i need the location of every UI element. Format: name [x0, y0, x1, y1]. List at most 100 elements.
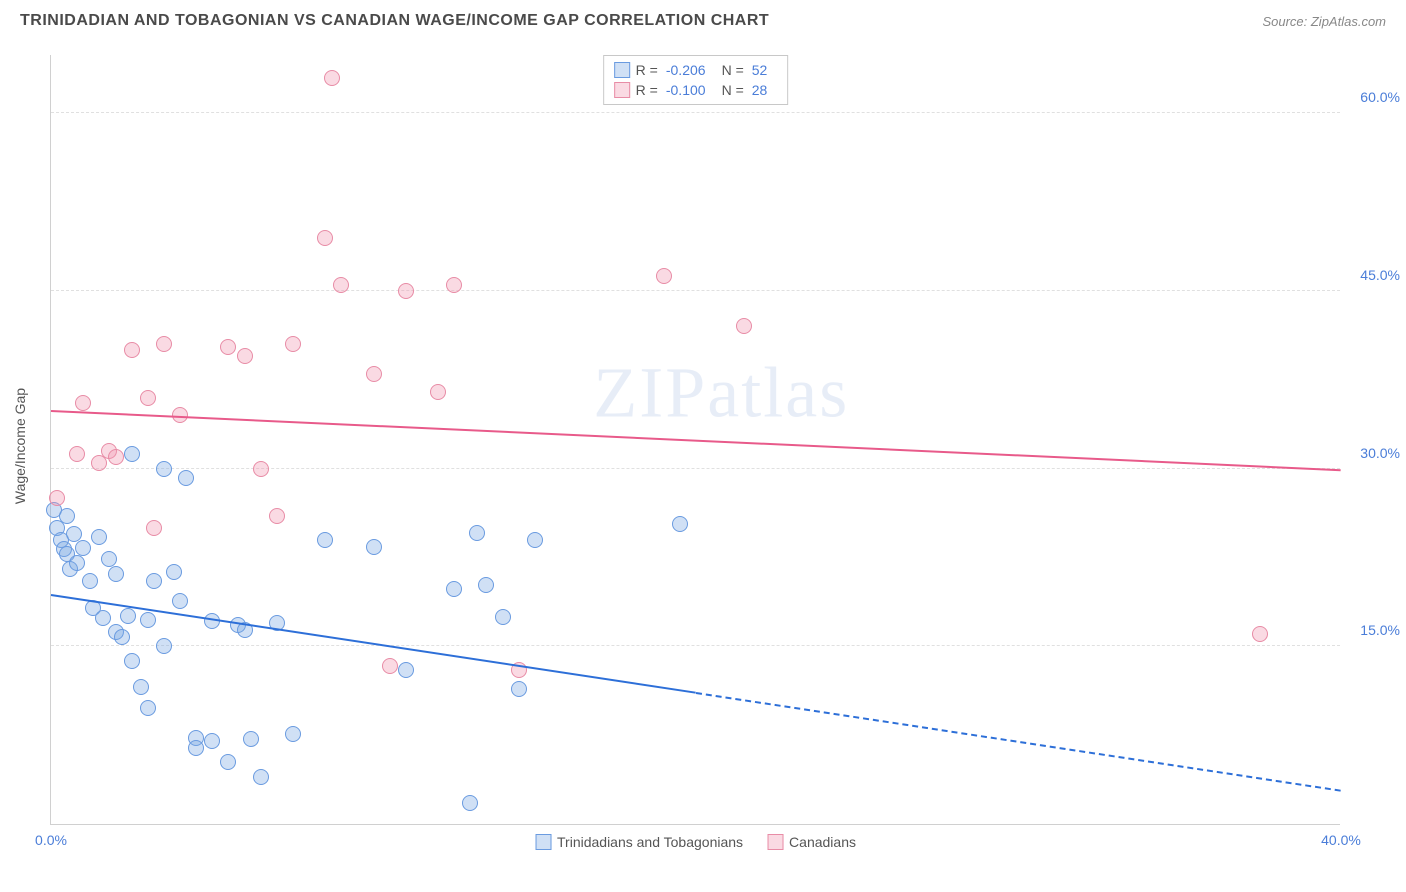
data-point — [166, 564, 182, 580]
y-tick-label: 60.0% — [1360, 89, 1400, 105]
regression-line — [51, 594, 696, 694]
y-tick-label: 45.0% — [1360, 267, 1400, 283]
regression-line — [51, 410, 1341, 471]
gridline — [51, 112, 1340, 113]
data-point — [95, 610, 111, 626]
data-point — [114, 629, 130, 645]
data-point — [124, 446, 140, 462]
data-point — [237, 348, 253, 364]
data-point — [49, 490, 65, 506]
data-point — [317, 230, 333, 246]
data-point — [527, 532, 543, 548]
stat-r-value: -0.100 — [666, 82, 706, 98]
data-point — [124, 653, 140, 669]
data-point — [75, 540, 91, 556]
y-tick-label: 15.0% — [1360, 622, 1400, 638]
gridline — [51, 290, 1340, 291]
data-point — [324, 70, 340, 86]
data-point — [82, 573, 98, 589]
data-point — [204, 733, 220, 749]
chart-source: Source: ZipAtlas.com — [1262, 14, 1386, 29]
series-legend: Trinidadians and Tobagonians Canadians — [535, 834, 856, 850]
legend-swatch — [614, 62, 630, 78]
data-point — [69, 446, 85, 462]
regression-line — [696, 692, 1341, 792]
data-point — [172, 593, 188, 609]
data-point — [253, 461, 269, 477]
data-point — [285, 726, 301, 742]
legend-swatch — [767, 834, 783, 850]
data-point — [366, 366, 382, 382]
stats-legend: R =-0.206N =52R =-0.100N =28 — [603, 55, 789, 105]
stats-legend-row: R = -0.100 N = 28 — [614, 80, 778, 100]
data-point — [269, 508, 285, 524]
data-point — [146, 573, 162, 589]
data-point — [736, 318, 752, 334]
data-point — [156, 638, 172, 654]
chart-title: TRINIDADIAN AND TOBAGONIAN VS CANADIAN W… — [20, 12, 769, 30]
data-point — [91, 529, 107, 545]
data-point — [188, 740, 204, 756]
data-point — [66, 526, 82, 542]
data-point — [672, 516, 688, 532]
data-point — [140, 700, 156, 716]
legend-swatch — [614, 82, 630, 98]
stat-label: N = — [722, 62, 744, 78]
y-tick-label: 30.0% — [1360, 445, 1400, 461]
data-point — [333, 277, 349, 293]
stat-label: N = — [722, 82, 744, 98]
y-axis-label: Wage/Income Gap — [12, 388, 28, 504]
data-point — [398, 283, 414, 299]
data-point — [75, 395, 91, 411]
data-point — [220, 754, 236, 770]
data-point — [220, 339, 236, 355]
data-point — [243, 731, 259, 747]
stat-n-value: 28 — [752, 82, 768, 98]
data-point — [478, 577, 494, 593]
data-point — [398, 662, 414, 678]
data-point — [140, 390, 156, 406]
series-legend-item: Trinidadians and Tobagonians — [535, 834, 743, 850]
data-point — [124, 342, 140, 358]
series-legend-item: Canadians — [767, 834, 856, 850]
data-point — [69, 555, 85, 571]
data-point — [1252, 626, 1268, 642]
data-point — [108, 566, 124, 582]
legend-swatch — [535, 834, 551, 850]
watermark: ZIPatlas — [593, 352, 849, 435]
data-point — [178, 470, 194, 486]
data-point — [108, 449, 124, 465]
data-point — [366, 539, 382, 555]
gridline — [51, 645, 1340, 646]
gridline — [51, 468, 1340, 469]
data-point — [101, 551, 117, 567]
stat-label: R = — [636, 62, 658, 78]
chart-plot-area: ZIPatlas 15.0%30.0%45.0%60.0%0.0%40.0%R … — [50, 55, 1340, 825]
data-point — [430, 384, 446, 400]
data-point — [462, 795, 478, 811]
data-point — [495, 609, 511, 625]
data-point — [317, 532, 333, 548]
data-point — [469, 525, 485, 541]
data-point — [156, 461, 172, 477]
data-point — [511, 681, 527, 697]
data-point — [382, 658, 398, 674]
data-point — [59, 508, 75, 524]
data-point — [253, 769, 269, 785]
data-point — [446, 581, 462, 597]
data-point — [446, 277, 462, 293]
data-point — [285, 336, 301, 352]
x-tick-label: 0.0% — [35, 832, 67, 848]
data-point — [140, 612, 156, 628]
series-legend-label: Canadians — [789, 834, 856, 850]
data-point — [133, 679, 149, 695]
data-point — [156, 336, 172, 352]
chart-header: TRINIDADIAN AND TOBAGONIAN VS CANADIAN W… — [0, 0, 1406, 38]
data-point — [146, 520, 162, 536]
data-point — [656, 268, 672, 284]
stats-legend-row: R =-0.206N =52 — [614, 60, 778, 80]
series-legend-label: Trinidadians and Tobagonians — [557, 834, 743, 850]
stat-n-value: 52 — [752, 62, 768, 78]
stat-label: R = — [636, 82, 658, 98]
data-point — [120, 608, 136, 624]
